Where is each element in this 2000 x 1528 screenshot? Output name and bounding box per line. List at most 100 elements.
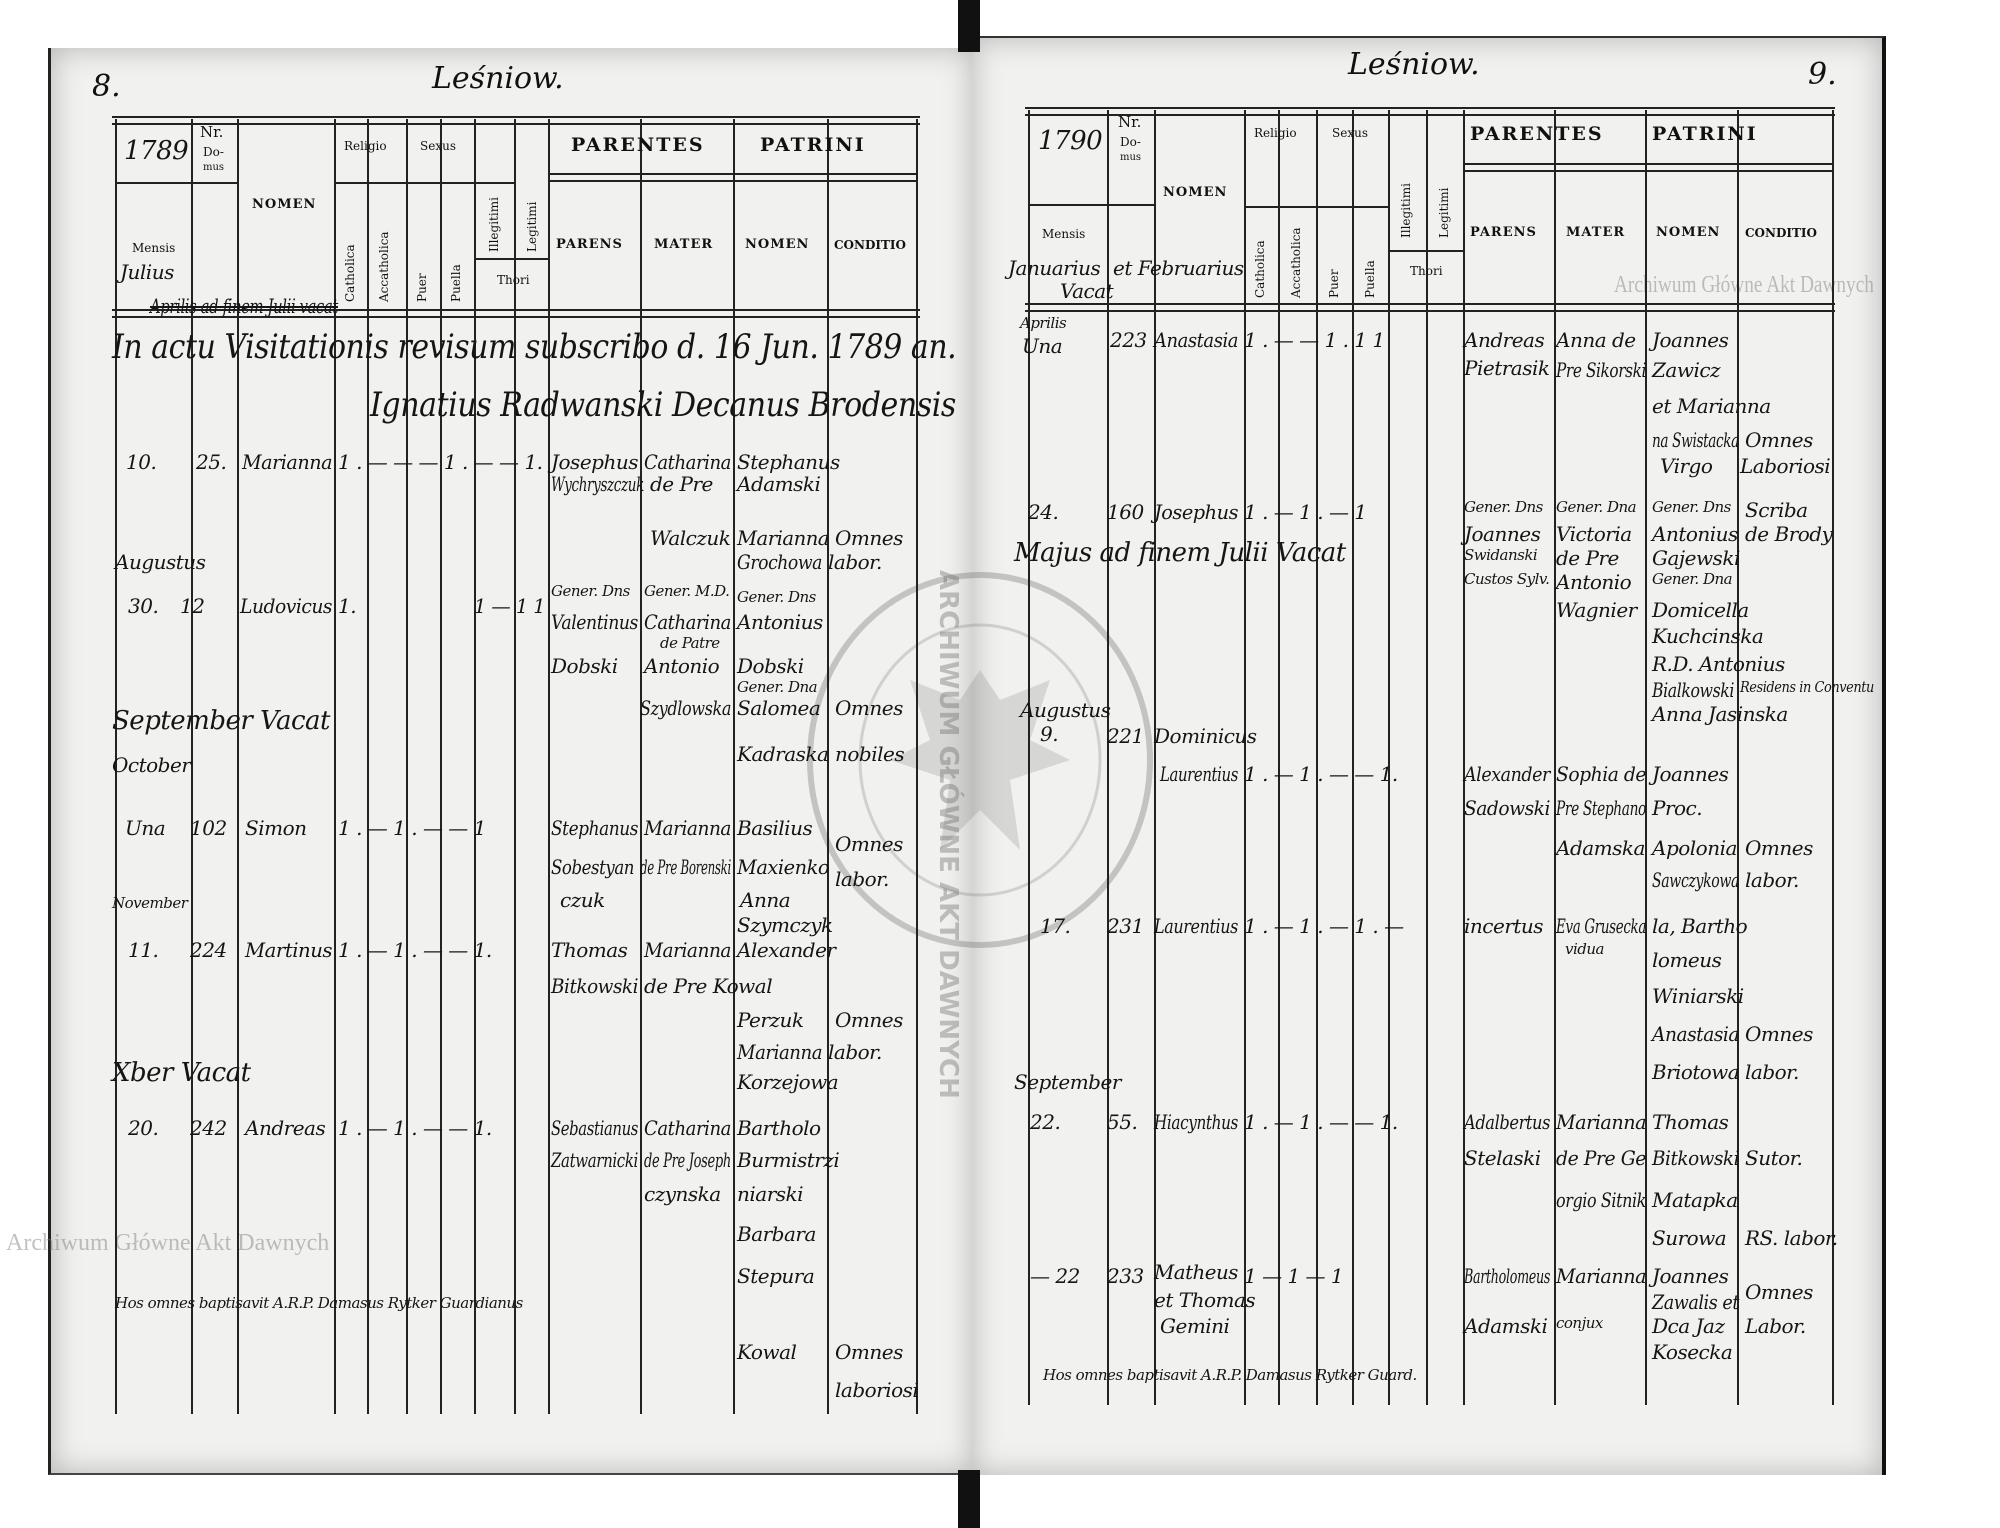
header-sub-rule — [1244, 206, 1388, 208]
catholica-header: Catholica — [1253, 240, 1267, 298]
handwritten-entry: Sutor. — [1745, 1146, 1803, 1170]
handwritten-entry: Xber Vacat — [112, 1058, 251, 1088]
handwritten-entry: Catharina — [644, 1116, 731, 1140]
nr-label: Nr. — [200, 123, 224, 141]
handwritten-entry: Gener. Dna — [737, 678, 818, 696]
column-rule — [1832, 110, 1834, 1405]
header-sub-rule — [548, 173, 916, 182]
handwritten-entry: Stephanus — [551, 816, 639, 840]
handwritten-entry: Domicella — [1652, 598, 1749, 622]
right-page-title: Leśniow. — [1348, 47, 1480, 82]
handwritten-entry: Kuchcinska — [1652, 624, 1764, 648]
handwritten-entry: Josephus — [551, 450, 639, 474]
handwritten-entry: Gener. Dns — [1464, 498, 1543, 516]
illegitimi-header: Illegitimi — [487, 197, 501, 252]
handwritten-entry: Josephus — [1154, 500, 1239, 524]
handwritten-entry: Anna — [740, 888, 791, 912]
parentes-header: PARENTES — [1470, 123, 1604, 145]
handwritten-entry: Bartholo — [737, 1116, 821, 1140]
catholica-header: Catholica — [343, 244, 357, 302]
handwritten-entry: de Pre Joseph — [644, 1148, 731, 1172]
svg-text:ARCHIWUM GŁÓWNE AKT DAWNYCH: ARCHIWUM GŁÓWNE AKT DAWNYCH — [933, 570, 965, 1099]
handwritten-entry: Omnes — [1745, 1022, 1813, 1046]
handwritten-entry: Gener. Dns — [1652, 498, 1731, 516]
column-rule — [1554, 110, 1556, 1405]
watermark-right: Archiwum Główne Akt Dawnych — [1614, 272, 1874, 298]
handwritten-entry: Gener. M.D. — [644, 582, 730, 600]
handwritten-entry: Adamska — [1556, 836, 1645, 860]
handwritten-entry: 1 — 1 1 — [474, 594, 546, 618]
binding-spine-top — [958, 0, 980, 52]
handwritten-entry: 102 — [190, 816, 227, 840]
legitimi-header: Legitimi — [525, 201, 539, 252]
handwritten-entry: 242 — [190, 1116, 227, 1140]
header-bottom-rule — [1025, 303, 1835, 312]
column-rule — [733, 119, 735, 1414]
sexus-header: Sexus — [420, 139, 456, 153]
religio-header: Religio — [1254, 126, 1297, 140]
mensis-label: Mensis — [132, 241, 176, 255]
handwritten-entry: Marianna — [242, 450, 333, 474]
handwritten-entry: Dominicus — [1154, 724, 1257, 748]
header-sub-rule — [1388, 250, 1463, 252]
handwritten-entry: Alexander — [737, 938, 836, 962]
parentes-header: PARENTES — [571, 134, 705, 156]
handwritten-entry: Basilius — [737, 816, 813, 840]
left-page — [48, 48, 973, 1475]
nomen-header: NOMEN — [1163, 185, 1228, 200]
handwritten-entry: de Brody — [1745, 522, 1833, 546]
puella-header: Puella — [1363, 260, 1377, 298]
header-top-rule — [1025, 107, 1835, 116]
column-rule — [1463, 110, 1465, 1405]
handwritten-entry: Alexander — [1464, 762, 1550, 786]
handwritten-entry: Laurentius — [1160, 762, 1238, 786]
handwritten-entry: Pre Stephano — [1556, 796, 1646, 820]
handwritten-entry: Stephanus — [737, 450, 840, 474]
handwritten-entry: Stelaski — [1464, 1146, 1541, 1170]
column-rule — [115, 119, 117, 1414]
handwritten-entry: 55. — [1107, 1110, 1138, 1134]
handwritten-entry: 233 — [1107, 1264, 1144, 1288]
handwritten-entry: Matapka — [1652, 1188, 1738, 1212]
column-rule — [440, 119, 442, 1414]
handwritten-entry: Wagnier — [1556, 598, 1637, 622]
left-page-title: Leśniow. — [432, 61, 564, 96]
handwritten-entry: Bialkowski — [1652, 678, 1735, 702]
handwritten-entry: In actu Visitationis revisum subscribo d… — [112, 327, 957, 367]
handwritten-entry: Marianna — [737, 1040, 823, 1064]
handwritten-entry: Anna Jasinska — [1652, 702, 1788, 726]
handwritten-entry: Laurentius — [1154, 914, 1238, 938]
header-sub-rule — [1028, 204, 1154, 206]
mensis-value: Julius — [120, 260, 174, 284]
header-sub-rule — [334, 182, 514, 184]
handwritten-entry: de Pre Borenski — [640, 855, 732, 879]
seal-text: ARCHIWUM GŁÓWNE AKT DAWNYCH — [933, 570, 965, 1099]
handwritten-entry: Aprilis ad finem Julii vacat — [150, 294, 338, 318]
handwritten-entry: 12 — [180, 594, 205, 618]
column-rule — [1154, 110, 1156, 1405]
archive-seal-stamp: ARCHIWUM GŁÓWNE AKT DAWNYCH — [807, 570, 1153, 1099]
handwritten-entry: Korzejowa — [737, 1070, 839, 1094]
handwritten-entry: Marianna — [737, 526, 829, 550]
handwritten-entry: Dca Jaz — [1652, 1314, 1725, 1338]
handwritten-entry: Gener. Dns — [737, 588, 816, 606]
handwritten-entry: Martinus — [245, 938, 333, 962]
handwritten-entry: Gajewski — [1652, 546, 1740, 570]
sexus-header: Sexus — [1332, 126, 1368, 140]
puer-header: Puer — [1327, 269, 1341, 298]
handwritten-entry: Zawalis et — [1652, 1290, 1739, 1314]
handwritten-entry: Kadraska — [737, 742, 829, 766]
column-rule — [1316, 110, 1318, 1405]
parens-header: PARENS — [556, 237, 623, 252]
handwritten-entry: Marianna — [644, 938, 732, 962]
handwritten-entry: Ignatius Radwanski Decanus Brodensis — [370, 385, 956, 425]
column-rule — [191, 119, 193, 1414]
handwritten-entry: Szydlowska — [640, 696, 732, 720]
handwritten-entry: October — [112, 753, 191, 777]
puella-header: Puella — [449, 264, 463, 302]
handwritten-entry: Scriba — [1745, 498, 1808, 522]
handwritten-entry: Omnes — [1745, 1280, 1813, 1304]
handwritten-entry: R.D. Antonius — [1652, 652, 1785, 676]
handwritten-entry: Anna de — [1556, 328, 1636, 352]
handwritten-entry: conjux — [1556, 1314, 1603, 1332]
